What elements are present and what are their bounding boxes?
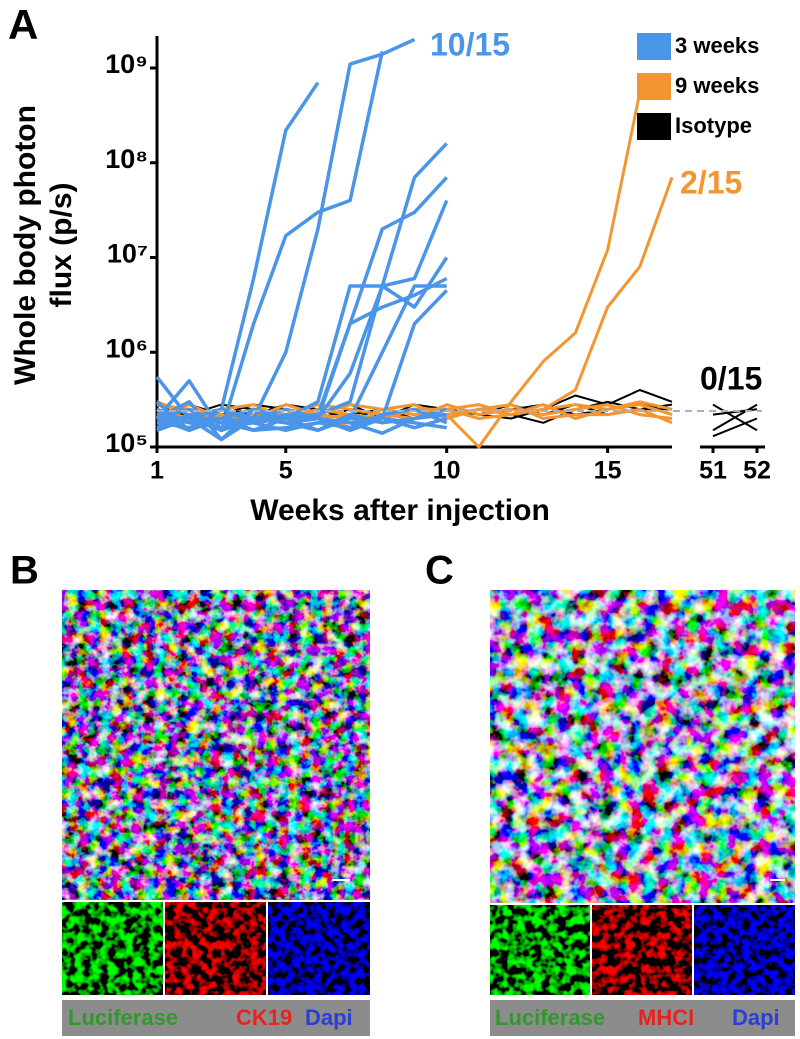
legend-label: Isotype [675, 113, 752, 138]
y-tick-label: 10⁵ [105, 428, 148, 458]
stain-label: MHCI [638, 1005, 694, 1030]
series-line [156, 412, 448, 433]
series-line [712, 417, 758, 438]
tile-b-red [165, 902, 266, 995]
y-tick-label: 10⁸ [105, 144, 148, 174]
legend-swatch [637, 73, 671, 100]
x-tick-label: 5 [279, 457, 293, 485]
x-tick-label: 1 [150, 457, 164, 485]
x-tick-label: 52 [743, 457, 771, 485]
y-axis-label: flux (p/s) [45, 183, 78, 308]
tile-c-red [592, 905, 692, 995]
legend-label: 9 weeks [675, 73, 759, 98]
legend-label: 3 weeks [675, 33, 759, 58]
caption-bar-b [62, 1000, 370, 1036]
x-axis-label: Weeks after injection [250, 494, 550, 527]
image-b-texture [62, 590, 370, 900]
tile-c-blue [694, 905, 795, 995]
stain-label: Dapi [305, 1005, 353, 1030]
x-tick-label: 10 [433, 457, 461, 485]
annotation: 2/15 [680, 164, 742, 200]
panel-label: A [8, 1, 38, 48]
tile-c-green [490, 905, 590, 995]
series-line [156, 256, 449, 432]
micrographs: B C Luciferase CK19 Dapi Luciferase MHCI… [10, 549, 795, 1036]
tile-b-blue [268, 902, 370, 995]
y-tick-label: 10⁶ [106, 333, 148, 363]
annotation: 0/15 [700, 360, 762, 396]
legend-swatch [637, 33, 671, 60]
stain-label: Luciferase [68, 1005, 178, 1030]
panel-label: C [425, 549, 454, 593]
stain-label: Dapi [732, 1005, 780, 1030]
stain-label: Luciferase [495, 1005, 605, 1030]
stain-label: CK19 [236, 1005, 292, 1030]
y-axis-label: Whole body photon [9, 105, 42, 385]
y-tick-label: 10⁷ [107, 239, 148, 269]
series-line [712, 403, 758, 432]
y-tick-label: 10⁹ [105, 49, 148, 79]
x-tick-label: 51 [699, 457, 727, 485]
image-c-texture [490, 590, 795, 903]
legend-swatch [637, 113, 671, 140]
series-line [156, 199, 449, 442]
panel-label: B [10, 549, 39, 593]
x-tick-label: 15 [594, 457, 622, 485]
caption-bar-c [490, 1000, 795, 1036]
annotation: 10/15 [430, 26, 510, 62]
tile-b-green [62, 902, 163, 995]
series-line [156, 412, 447, 435]
